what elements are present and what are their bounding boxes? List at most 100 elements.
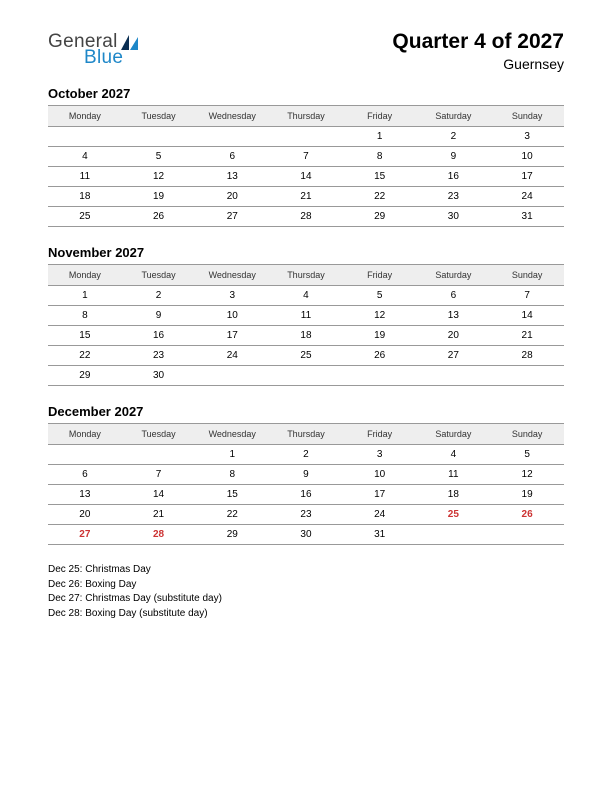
calendar-row: 25262728293031	[48, 207, 564, 227]
weekday-header: Saturday	[417, 424, 491, 445]
calendar-row: 20212223242526	[48, 505, 564, 525]
weekday-header: Thursday	[269, 106, 343, 127]
calendar-cell: 6	[195, 147, 269, 167]
calendar-cell: 9	[122, 306, 196, 326]
weekday-header: Wednesday	[195, 106, 269, 127]
calendar-cell: 11	[269, 306, 343, 326]
calendar-cell: 9	[269, 465, 343, 485]
holiday-list: Dec 25: Christmas DayDec 26: Boxing Day D…	[48, 563, 564, 621]
calendar-cell: 3	[195, 286, 269, 306]
region-label: Guernsey	[392, 56, 564, 72]
calendar-row: 6789101112	[48, 465, 564, 485]
calendar-cell: 4	[48, 147, 122, 167]
calendar-cell: 16	[417, 167, 491, 187]
calendar-cell: 6	[48, 465, 122, 485]
weekday-header: Friday	[343, 106, 417, 127]
calendar-cell: 13	[195, 167, 269, 187]
calendar-cell: 7	[269, 147, 343, 167]
calendar-row: 15161718192021	[48, 326, 564, 346]
calendar-cell: 10	[195, 306, 269, 326]
calendar-row: 45678910	[48, 147, 564, 167]
calendar-cell	[195, 127, 269, 147]
calendar-cell: 12	[490, 465, 564, 485]
holiday-entry: Dec 28: Boxing Day (substitute day)	[48, 607, 564, 622]
calendar-cell	[122, 127, 196, 147]
weekday-header: Wednesday	[195, 265, 269, 286]
calendar-cell: 8	[195, 465, 269, 485]
logo-text-blue: Blue	[84, 48, 139, 67]
title-block: Quarter 4 of 2027 Guernsey	[392, 30, 564, 72]
calendar-cell: 20	[417, 326, 491, 346]
calendar-cell: 15	[48, 326, 122, 346]
calendar-row: 891011121314	[48, 306, 564, 326]
page-title: Quarter 4 of 2027	[392, 30, 564, 54]
holiday-entry: Dec 26: Boxing Day	[48, 578, 564, 593]
calendar-cell: 30	[122, 366, 196, 386]
weekday-header: Sunday	[490, 106, 564, 127]
calendar-cell: 25	[417, 505, 491, 525]
calendar-cell: 12	[343, 306, 417, 326]
month-title: November 2027	[48, 245, 564, 260]
calendar-cell: 25	[48, 207, 122, 227]
calendar-cell: 17	[195, 326, 269, 346]
calendar-cell: 15	[343, 167, 417, 187]
calendar-row: 22232425262728	[48, 346, 564, 366]
calendar-cell: 22	[48, 346, 122, 366]
calendar-cell: 7	[490, 286, 564, 306]
calendar-cell: 1	[48, 286, 122, 306]
calendar-cell: 4	[269, 286, 343, 306]
weekday-header: Tuesday	[122, 424, 196, 445]
calendar-cell: 11	[48, 167, 122, 187]
calendar-cell: 15	[195, 485, 269, 505]
calendar-cell: 29	[48, 366, 122, 386]
calendar-cell: 19	[490, 485, 564, 505]
calendar-cell: 23	[417, 187, 491, 207]
month-block: October 2027MondayTuesdayWednesdayThursd…	[48, 86, 564, 227]
calendar-cell: 8	[343, 147, 417, 167]
weekday-header: Tuesday	[122, 265, 196, 286]
calendar-cell	[195, 366, 269, 386]
calendar-table: MondayTuesdayWednesdayThursdayFridaySatu…	[48, 423, 564, 545]
holiday-entry: Dec 25: Christmas Day	[48, 563, 564, 578]
weekday-header: Friday	[343, 424, 417, 445]
calendar-cell: 31	[490, 207, 564, 227]
calendar-cell: 21	[269, 187, 343, 207]
calendar-cell	[269, 366, 343, 386]
calendar-cell: 27	[195, 207, 269, 227]
calendar-cell: 20	[48, 505, 122, 525]
calendar-cell: 3	[490, 127, 564, 147]
calendar-cell: 11	[417, 465, 491, 485]
calendar-cell: 30	[269, 525, 343, 545]
calendar-cell: 31	[343, 525, 417, 545]
calendar-cell: 1	[195, 445, 269, 465]
calendar-cell: 16	[269, 485, 343, 505]
calendar-row: 2930	[48, 366, 564, 386]
calendar-cell	[343, 366, 417, 386]
month-block: December 2027MondayTuesdayWednesdayThurs…	[48, 404, 564, 545]
calendar-cell: 29	[343, 207, 417, 227]
calendar-cell: 2	[417, 127, 491, 147]
calendar-cell: 3	[343, 445, 417, 465]
calendar-cell: 5	[122, 147, 196, 167]
calendar-cell: 16	[122, 326, 196, 346]
weekday-header: Monday	[48, 265, 122, 286]
calendar-cell: 25	[269, 346, 343, 366]
calendar-cell: 30	[417, 207, 491, 227]
calendar-cell: 24	[343, 505, 417, 525]
calendar-cell: 28	[122, 525, 196, 545]
calendar-cell: 18	[417, 485, 491, 505]
weekday-header: Sunday	[490, 265, 564, 286]
weekday-header: Thursday	[269, 424, 343, 445]
calendar-cell: 12	[122, 167, 196, 187]
calendar-cell: 27	[417, 346, 491, 366]
calendar-cell: 20	[195, 187, 269, 207]
calendar-cell: 28	[269, 207, 343, 227]
weekday-header: Saturday	[417, 106, 491, 127]
calendar-cell: 27	[48, 525, 122, 545]
calendar-cell: 29	[195, 525, 269, 545]
weekday-header: Friday	[343, 265, 417, 286]
weekday-header: Sunday	[490, 424, 564, 445]
calendar-cell: 24	[490, 187, 564, 207]
calendar-cell: 13	[48, 485, 122, 505]
calendar-cell: 5	[343, 286, 417, 306]
